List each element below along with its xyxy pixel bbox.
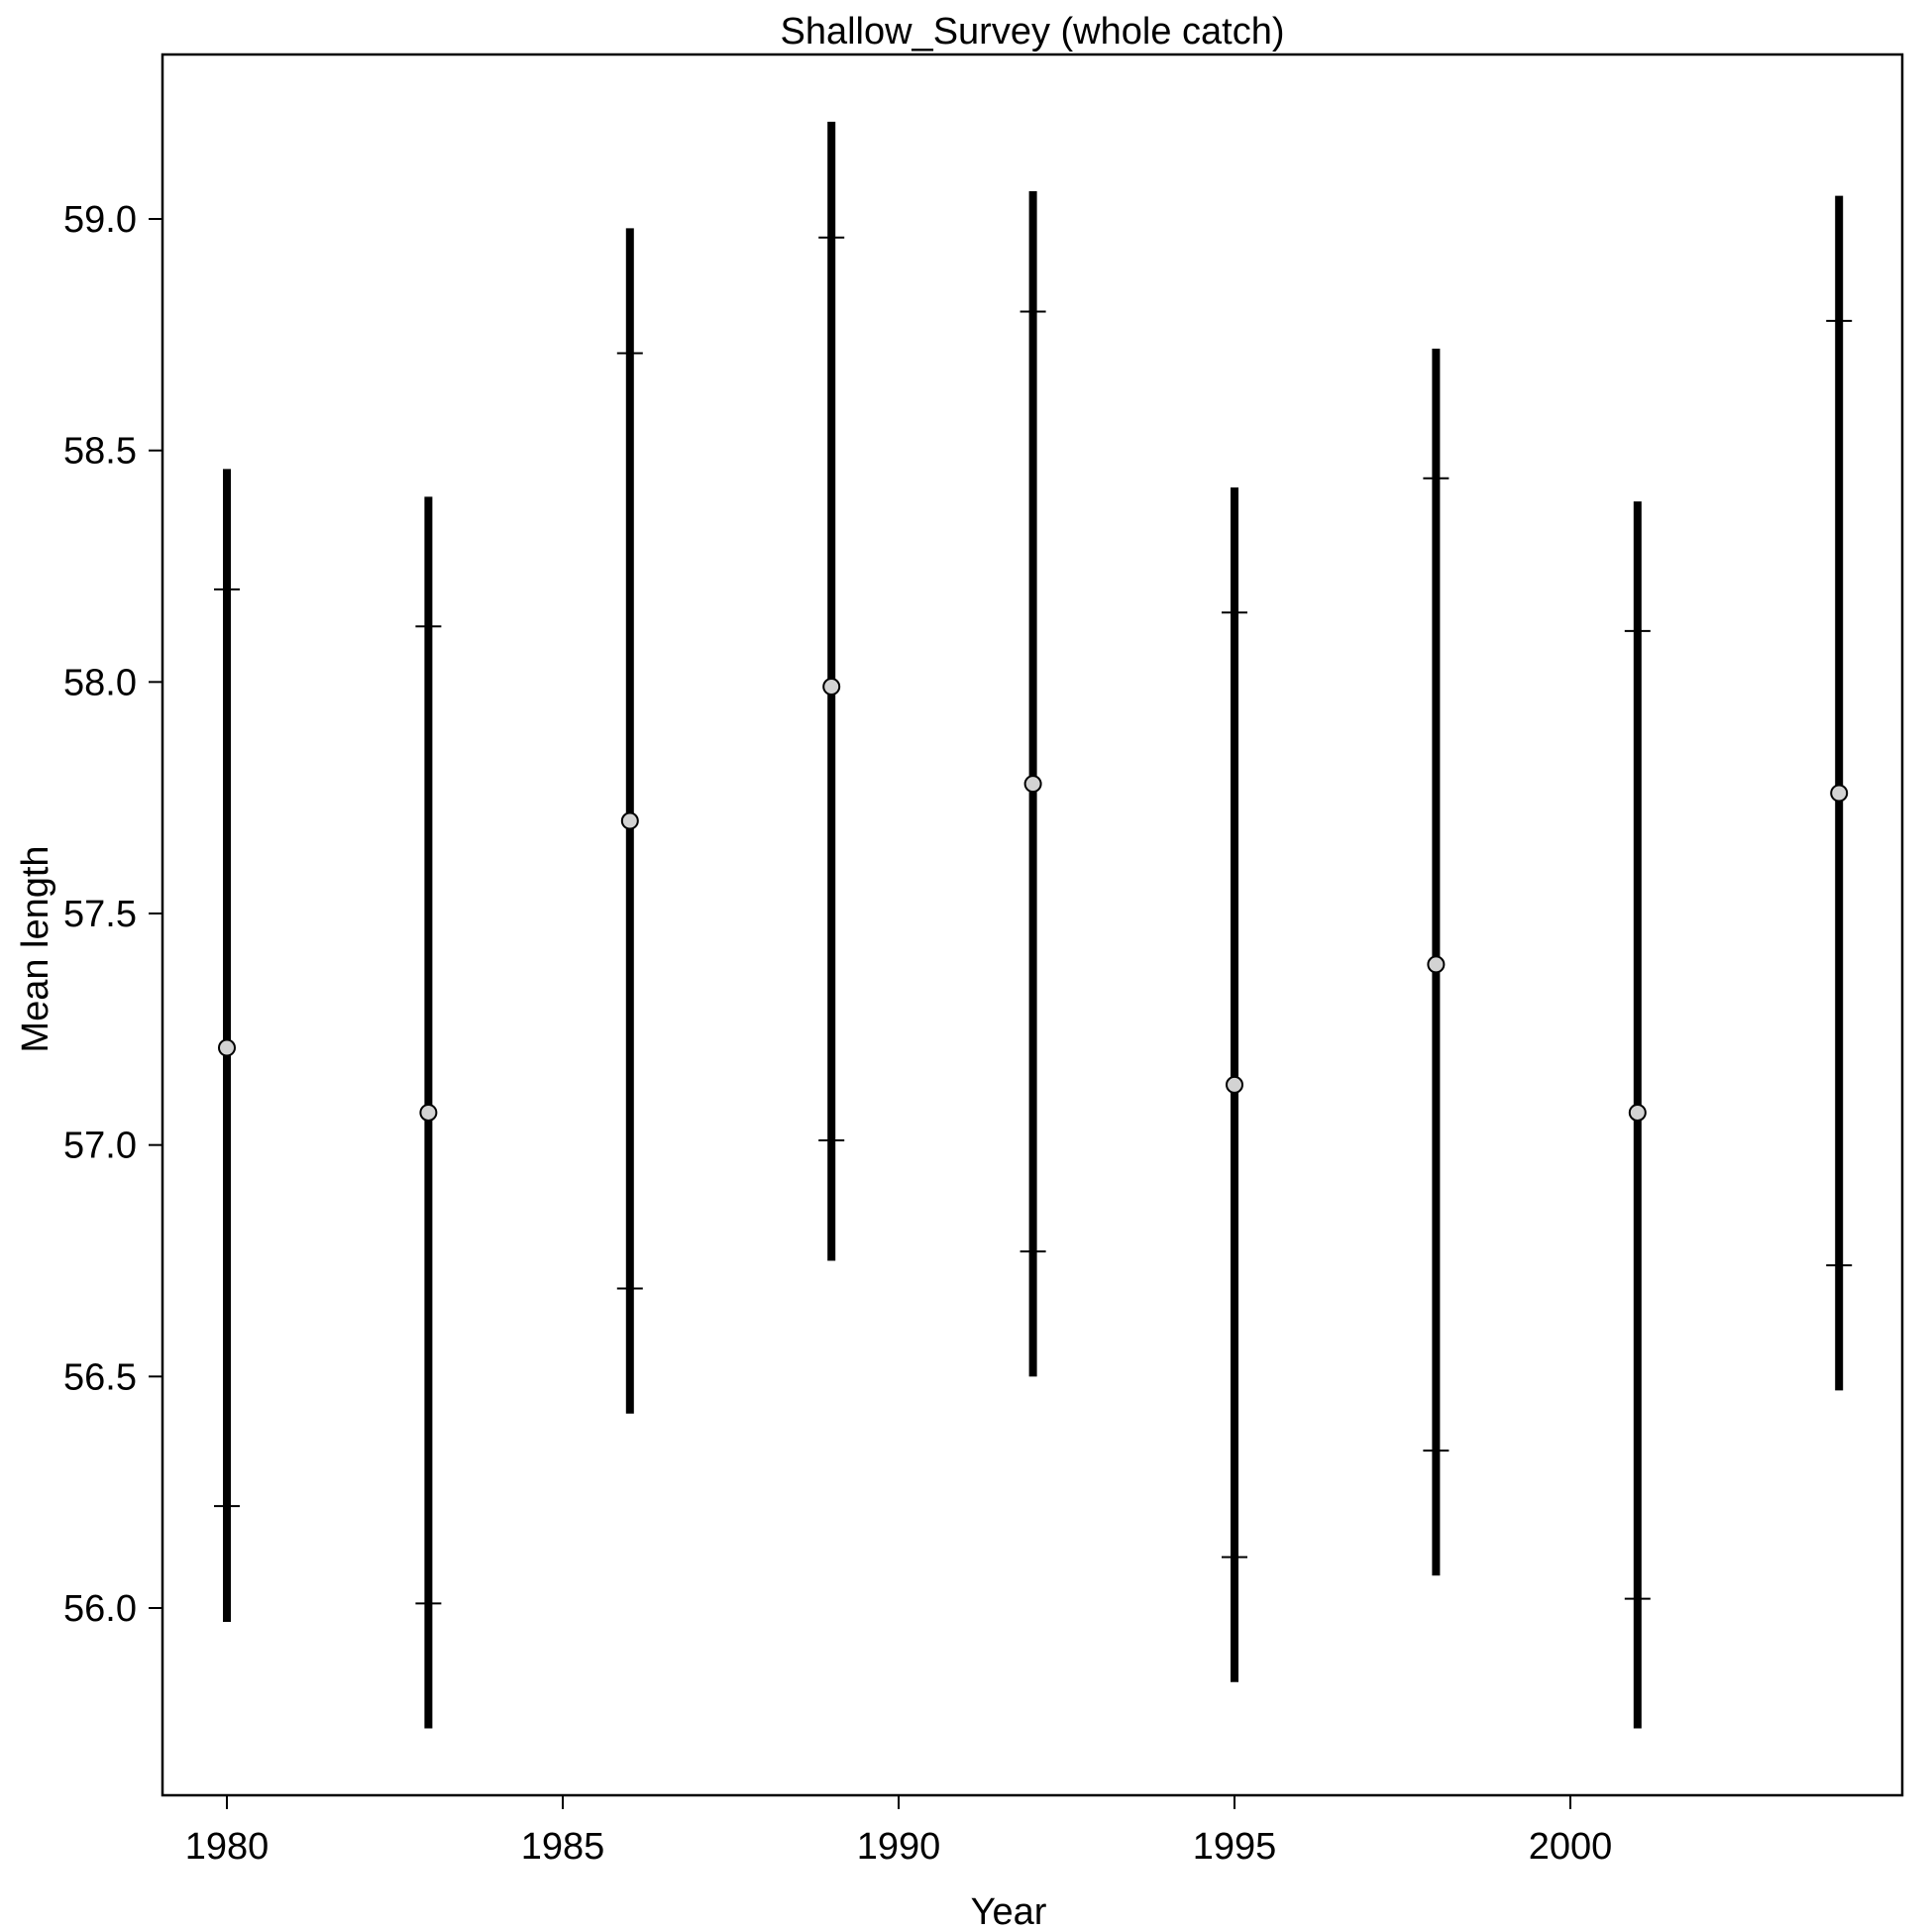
data-marks: [214, 121, 1853, 1729]
mean-point: [419, 1103, 438, 1122]
x-tick-label: 1980: [185, 1826, 269, 1868]
mean-point: [1830, 784, 1849, 803]
mean-point: [1226, 1075, 1243, 1094]
x-axis-label: Year: [971, 1891, 1047, 1932]
y-tick-label: 59.0: [63, 199, 137, 241]
plot-frame: [161, 53, 1904, 1797]
y-tick-label: 58.0: [63, 662, 137, 703]
mean-point: [1023, 775, 1042, 794]
mean-point: [620, 811, 639, 830]
y-tick-label: 58.5: [63, 431, 137, 473]
mean-point: [822, 678, 841, 697]
x-tick-label: 1995: [1193, 1826, 1277, 1868]
y-tick-label: 56.0: [63, 1588, 137, 1630]
x-tick-label: 1985: [521, 1826, 605, 1868]
y-tick-label: 57.5: [63, 894, 137, 935]
mean-point: [1628, 1103, 1647, 1122]
y-tick-label: 56.5: [63, 1356, 137, 1398]
x-tick-label: 1990: [857, 1826, 941, 1868]
y-tick-label: 57.0: [63, 1126, 137, 1167]
x-tick-label: 2000: [1529, 1826, 1613, 1868]
mean-point: [1427, 955, 1446, 974]
mean-point: [218, 1038, 236, 1057]
y-axis-label: Mean length: [15, 845, 56, 1052]
x-axis: 1980 1985 1990 1995 2000: [185, 1795, 1613, 1868]
chart-title: Shallow_Survey (whole catch): [780, 11, 1284, 53]
y-axis: 56.0 56.5 57.0 57.5 58.0 58.5 59.0: [63, 199, 162, 1630]
